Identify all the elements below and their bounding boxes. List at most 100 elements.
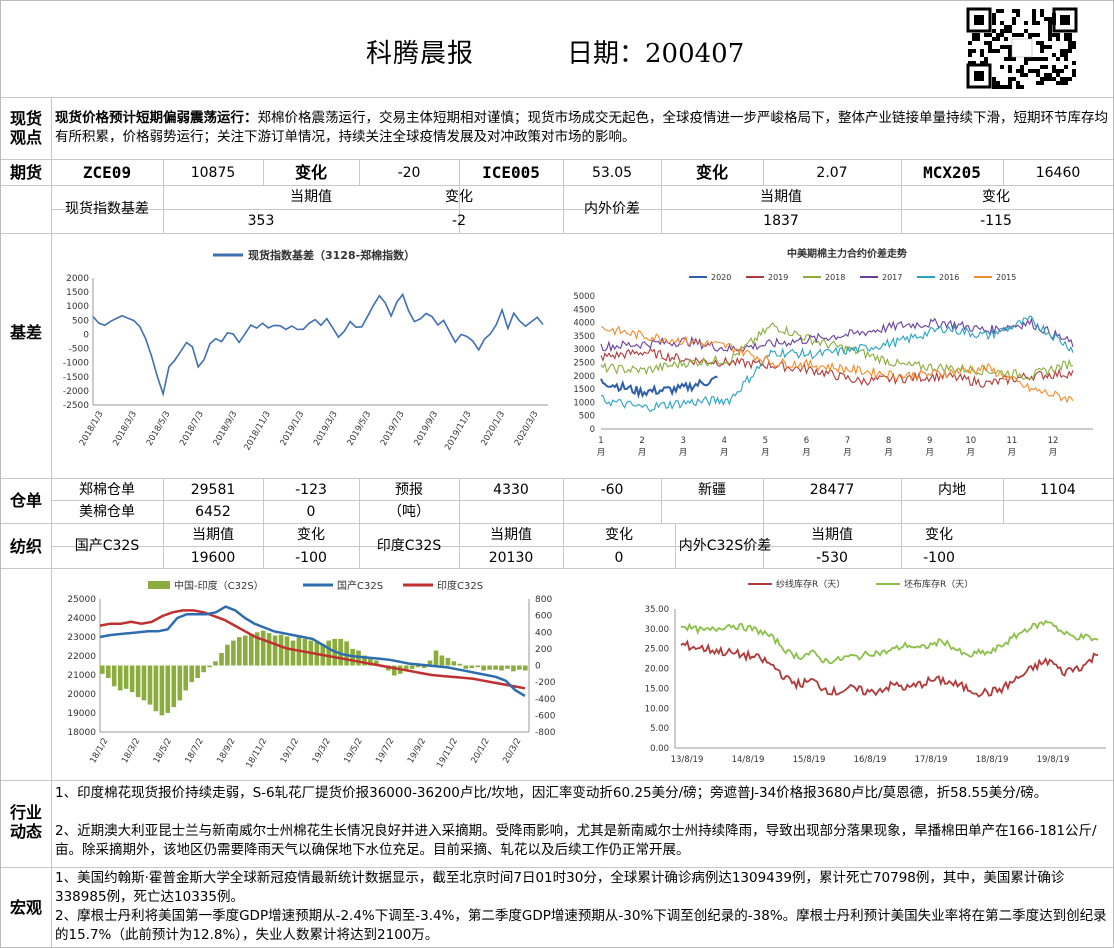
x-tick-label: 18/3/2 — [120, 737, 142, 766]
legend-label: 坯布库存R（天） — [904, 578, 973, 590]
diff-bar — [284, 636, 290, 666]
spread-current-value: -530 — [816, 550, 848, 566]
diff-bar — [493, 665, 498, 670]
diff-bar — [457, 663, 463, 666]
y-right-tick: 0 — [535, 662, 541, 672]
chart-title: 中美期棉主力合约价差走势 — [787, 247, 907, 260]
zz-warehouse-label: 郑棉仓单 — [79, 482, 135, 498]
zce-price: 10875 — [190, 165, 236, 181]
x-tick-month: 2 — [639, 436, 644, 446]
legend-label: 中国-印度（C32S） — [174, 579, 264, 592]
series-line-2015 — [600, 325, 1074, 404]
legend-label: 2019 — [768, 273, 788, 282]
industry-news-2: 2、近期澳大利亚昆士兰与新南威尔士州棉花生长情况良好并进入采摘期。受降雨影响，尤… — [55, 823, 1097, 858]
x-tick-month: 1 — [598, 436, 603, 446]
diff-bar — [243, 635, 248, 666]
x-tick-label: 18/9/2 — [215, 737, 237, 766]
x-tick-unit: 月 — [925, 448, 934, 458]
diff-bar — [207, 665, 212, 668]
x-tick-unit: 月 — [1008, 448, 1017, 458]
cn-change-value: -100 — [295, 550, 327, 566]
x-tick-label: 2019/5/3 — [346, 410, 374, 448]
x-tick-label: 2018/3/3 — [111, 410, 139, 448]
forecast-change: -60 — [600, 482, 624, 498]
x-tick-unit: 月 — [597, 448, 606, 458]
y-right-tick: -800 — [535, 728, 556, 738]
diff-bar — [469, 665, 474, 668]
in-current-value: 20130 — [488, 550, 534, 566]
qr-code-icon[interactable] — [966, 7, 1078, 89]
legend-label: 2020 — [711, 273, 731, 282]
diff-bar — [117, 665, 123, 691]
x-tick-label: 19/7/2 — [374, 737, 396, 766]
futures-label: 期货 — [9, 163, 42, 182]
diff-bar — [106, 665, 111, 678]
legend-label: 印度C32S — [437, 579, 483, 592]
spot-view-text: 现货价格预计短期偏弱震荡运行：郑棉价格震荡运行，交易主体短期相对谨慎；现货市场成… — [55, 110, 1108, 145]
diff-bar — [421, 665, 427, 668]
spot-index-basis-label: 现货指数基差 — [65, 201, 149, 217]
cn-c32s-label: 国产C32S — [74, 538, 140, 554]
x-tick-unit: 月 — [679, 448, 688, 458]
forecast-label: 预报 — [395, 482, 423, 498]
diff-bar — [272, 635, 278, 666]
inland-value: 1104 — [1040, 482, 1076, 498]
macro-news-2: 2、摩根士丹利将美国第一季度GDP增速预期从-2.4%下调至-3.4%，第二季度… — [55, 908, 1107, 943]
y-tick-label: 1000 — [573, 398, 595, 408]
y-right-tick: 600 — [535, 612, 552, 622]
y-left-tick: 23000 — [67, 633, 96, 643]
x-tick-label: 18/8/19 — [976, 755, 1009, 765]
y-right-tick: 800 — [535, 595, 552, 605]
inout-change-value: -115 — [980, 213, 1012, 229]
legend-label: 纱线库存R（天） — [776, 578, 845, 590]
x-tick-label: 2019/9/3 — [412, 410, 440, 448]
y-tick-label: 30.00 — [645, 625, 669, 635]
diff-bar — [403, 665, 409, 671]
x-tick-label: 2020/1/3 — [479, 410, 507, 448]
us-warehouse-label: 美棉仓单 — [79, 504, 135, 520]
legend-label: 国产C32S — [337, 579, 383, 592]
y-tick-label: -2500 — [63, 401, 89, 411]
y-tick-label: 2500 — [573, 359, 595, 369]
inout-current-value: 1837 — [763, 213, 799, 229]
in-current-label: 当期值 — [490, 527, 532, 543]
industry-news-1: 1、印度棉花现货报价持续走弱，S-6轧花厂提货价报36000-36200卢比/坎… — [55, 785, 1048, 801]
industry-label: 行业 动态 — [9, 803, 42, 841]
diff-bar — [344, 641, 349, 666]
diff-bar — [141, 665, 147, 701]
y-tick-label: -500 — [69, 345, 90, 355]
mcx-code: MCX205 — [923, 163, 981, 182]
y-tick-label: 5000 — [573, 292, 595, 302]
x-tick-unit: 月 — [638, 448, 647, 458]
y-left-tick: 22000 — [67, 652, 96, 662]
x-tick-month: 4 — [722, 436, 727, 446]
us-warehouse-value: 6452 — [195, 504, 231, 520]
diff-bar — [427, 660, 433, 666]
legend-label: 2016 — [939, 273, 959, 282]
diff-bar — [195, 665, 200, 678]
x-tick-label: 2019/11/3 — [443, 410, 473, 453]
diff-bar — [362, 655, 367, 666]
diff-bar — [338, 638, 343, 666]
diff-bar — [445, 658, 451, 666]
forecast-value: 4330 — [493, 482, 529, 498]
basis-series-line — [92, 292, 544, 398]
diff-bar — [392, 665, 397, 676]
diff-bar — [374, 660, 379, 666]
diff-bar — [249, 633, 254, 666]
diff-bar — [368, 658, 373, 666]
legend-label: 2015 — [996, 273, 1016, 282]
yarn-inventory-line — [680, 639, 1099, 698]
diff-bar — [481, 665, 486, 671]
diff-bar — [415, 665, 421, 668]
spread-current-label: 当期值 — [811, 527, 853, 543]
x-tick-month: 8 — [886, 436, 891, 446]
diff-bar — [213, 661, 218, 666]
diff-bar — [135, 665, 141, 698]
diff-bar — [189, 665, 194, 683]
spot-label: 现货 观点 — [9, 109, 42, 147]
spot-change-value: -2 — [452, 213, 466, 229]
y-tick-label: 4500 — [573, 305, 595, 315]
y-left-tick: 24000 — [67, 614, 96, 624]
